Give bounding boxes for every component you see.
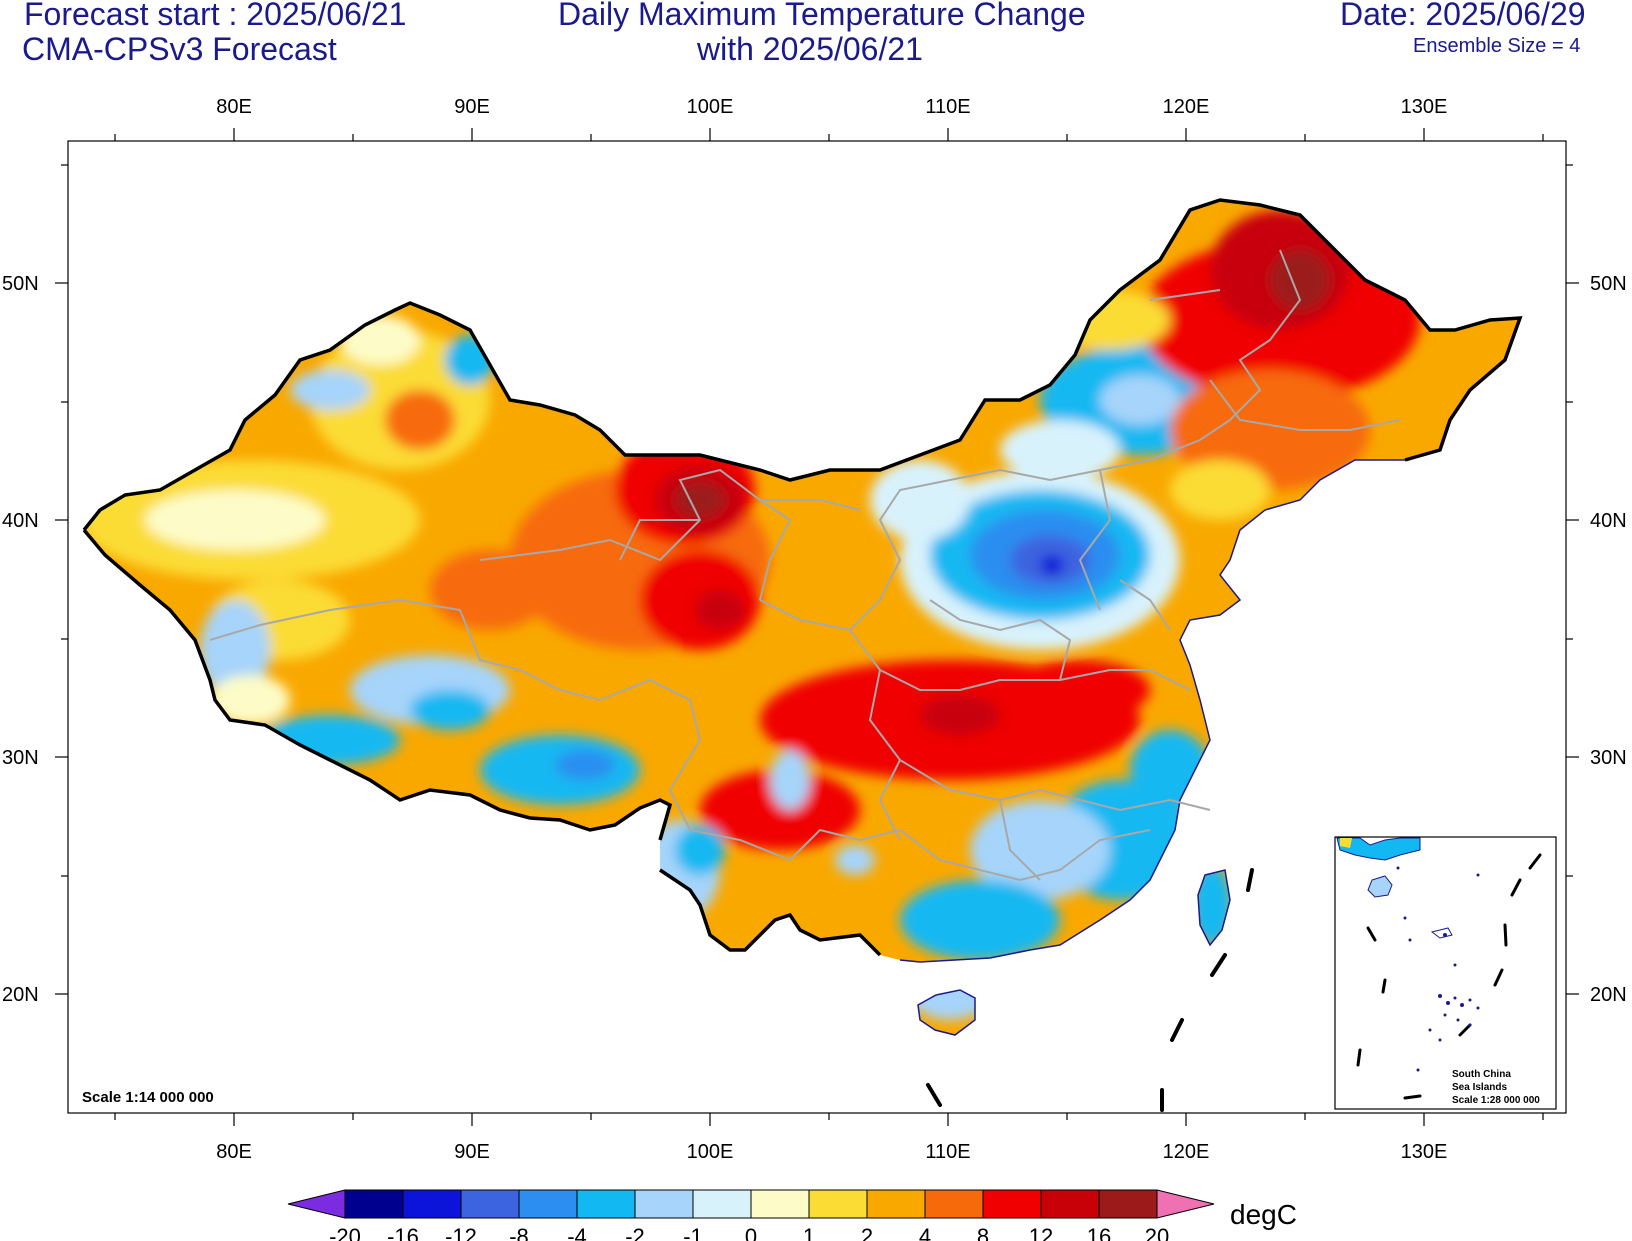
lat-label-30-right: 30N [1590,747,1627,769]
lat-label-50-right: 50N [1590,273,1627,295]
lat-label-40: 40N [2,510,39,532]
axis-ticks [55,128,1579,1126]
lon-label-120-bottom: 120E [1163,1141,1210,1163]
colorbar-swatch [576,1189,636,1219]
lon-label-110-bottom: 110E [925,1141,970,1163]
colorbar-tick-label: -12 [445,1224,477,1241]
colorbar-swatch [808,1189,868,1219]
colorbar-tick-label: -8 [509,1224,529,1241]
lat-label-30: 30N [2,747,39,769]
taiwan-outline [1197,869,1231,947]
border-south [659,868,882,957]
colorbar-tick-label: -2 [625,1224,645,1241]
ensemble-label: Ensemble Size = 4 [1413,35,1581,57]
model-label: CMA-CPSv3 Forecast [22,31,337,67]
colorbar-swatch [518,1189,578,1219]
colorbar-tick-label: -16 [387,1224,419,1241]
colorbar-swatch [634,1189,694,1219]
colorbar-arrow-high [1156,1189,1215,1219]
border-southwest [82,528,673,841]
colorbar: -20 -16 -12 -8 -4 -2 -1 0 1 2 4 8 12 16 20 [287,1189,1215,1241]
colorbar-swatch [1098,1189,1158,1219]
colorbar-swatch [344,1189,404,1219]
lon-label-90: 90E [454,96,490,118]
lat-label-40-right: 40N [1590,510,1627,532]
dash-line [926,868,1254,1112]
border-north [82,198,1523,532]
lon-label-100-bottom: 100E [687,1141,734,1163]
lon-label-120: 120E [1163,96,1210,118]
colorbar-swatch [750,1189,810,1219]
colorbar-tick-label: 4 [919,1224,931,1241]
lon-label-80: 80E [216,96,252,118]
date-label: Date: 2025/06/29 [1340,0,1586,32]
lat-label-20: 20N [2,984,39,1006]
south-china-sea-inset: South China Sea Islands Scale 1:28 000 0… [1334,836,1557,1110]
colorbar-tick-label: -20 [329,1224,361,1241]
inset-title-line1: South China [1452,1069,1511,1080]
title-line1: Daily Maximum Temperature Change [558,0,1086,32]
colorbar-tick-label: 1 [803,1224,815,1241]
inset-scale-label: Scale 1:28 000 000 [1452,1095,1540,1106]
lon-label-130-bottom: 130E [1401,1141,1448,1163]
colorbar-swatch [924,1189,984,1219]
lon-label-80-bottom: 80E [216,1141,252,1163]
lon-label-110: 110E [925,96,970,118]
colorbar-swatch [692,1189,752,1219]
title-line2: with 2025/06/21 [697,31,923,67]
colorbar-swatch [1040,1189,1100,1219]
colorbar-tick-label: 8 [977,1224,989,1241]
colorbar-arrow-low [287,1189,346,1219]
colorbar-unit: degC [1230,1199,1297,1230]
colorbar-swatch [982,1189,1042,1219]
colorbar-swatch [866,1189,926,1219]
lat-label-20-right: 20N [1590,984,1627,1006]
colorbar-tick-label: -4 [567,1224,587,1241]
map-scale-label: Scale 1:14 000 000 [82,1089,214,1106]
colorbar-tick-label: 16 [1087,1224,1111,1241]
colorbar-swatch [402,1189,462,1219]
lon-label-100: 100E [687,96,734,118]
inset-title-line2: Sea Islands [1452,1082,1507,1093]
lat-label-50: 50N [2,273,39,295]
colorbar-swatch [460,1189,520,1219]
colorbar-tick-label: 0 [745,1224,757,1241]
coastline [899,459,1405,963]
lon-label-90-bottom: 90E [454,1141,490,1163]
hainan-outline [917,989,976,1036]
colorbar-tick-label: 20 [1145,1224,1169,1241]
colorbar-tick-label: -1 [683,1224,703,1241]
colorbar-tick-label: 12 [1029,1224,1053,1241]
province-boundaries [209,249,1401,882]
lon-label-130: 130E [1401,96,1448,118]
forecast-start-label: Forecast start : 2025/06/21 [24,0,407,32]
colorbar-tick-label: 2 [861,1224,873,1241]
